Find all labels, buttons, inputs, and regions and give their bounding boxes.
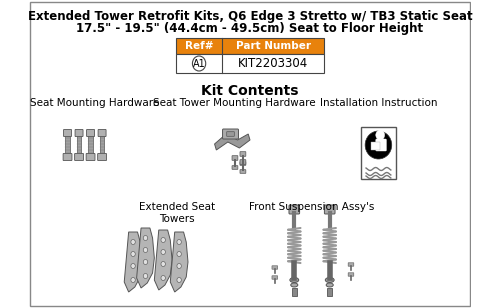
FancyBboxPatch shape	[232, 166, 238, 169]
FancyBboxPatch shape	[176, 54, 324, 73]
Text: Installation Instruction: Installation Instruction	[320, 98, 437, 108]
FancyBboxPatch shape	[348, 273, 354, 276]
Circle shape	[376, 130, 384, 140]
FancyBboxPatch shape	[272, 276, 278, 279]
FancyBboxPatch shape	[289, 205, 300, 214]
Circle shape	[131, 252, 136, 257]
Circle shape	[161, 261, 166, 266]
FancyBboxPatch shape	[75, 129, 83, 136]
Circle shape	[177, 252, 182, 257]
Circle shape	[192, 56, 205, 71]
FancyBboxPatch shape	[77, 136, 82, 154]
Circle shape	[144, 236, 148, 241]
FancyBboxPatch shape	[176, 38, 324, 54]
Circle shape	[177, 240, 182, 245]
Circle shape	[131, 264, 136, 269]
FancyBboxPatch shape	[222, 129, 238, 139]
FancyBboxPatch shape	[86, 129, 94, 136]
FancyBboxPatch shape	[98, 153, 106, 160]
Text: KIT2203304: KIT2203304	[238, 57, 308, 70]
FancyBboxPatch shape	[64, 129, 72, 136]
Ellipse shape	[365, 131, 392, 159]
Ellipse shape	[290, 283, 298, 287]
FancyBboxPatch shape	[240, 152, 246, 156]
Circle shape	[161, 237, 166, 242]
FancyBboxPatch shape	[240, 170, 246, 173]
Polygon shape	[170, 232, 188, 292]
FancyBboxPatch shape	[376, 139, 386, 151]
FancyBboxPatch shape	[327, 288, 332, 296]
Circle shape	[161, 275, 166, 281]
Text: 17.5" - 19.5" (44.4cm - 49.5cm) Seat to Floor Height: 17.5" - 19.5" (44.4cm - 49.5cm) Seat to …	[76, 22, 424, 35]
Ellipse shape	[326, 283, 334, 287]
Ellipse shape	[290, 278, 298, 282]
Text: Extended Seat
Towers: Extended Seat Towers	[140, 202, 216, 224]
FancyBboxPatch shape	[86, 153, 95, 160]
FancyBboxPatch shape	[272, 266, 278, 269]
Circle shape	[144, 274, 148, 278]
FancyBboxPatch shape	[63, 153, 72, 160]
FancyBboxPatch shape	[88, 136, 93, 154]
FancyBboxPatch shape	[240, 160, 246, 164]
FancyBboxPatch shape	[292, 288, 297, 296]
FancyBboxPatch shape	[348, 263, 354, 266]
Text: Kit Contents: Kit Contents	[201, 84, 299, 98]
Text: Ref#: Ref#	[185, 41, 214, 51]
FancyBboxPatch shape	[371, 142, 380, 150]
Circle shape	[144, 248, 148, 253]
Polygon shape	[124, 232, 142, 292]
FancyBboxPatch shape	[226, 132, 234, 136]
Ellipse shape	[326, 278, 334, 282]
Circle shape	[131, 278, 136, 282]
Text: Front Suspension Assy's: Front Suspension Assy's	[250, 202, 374, 212]
FancyBboxPatch shape	[240, 162, 246, 165]
Text: Extended Tower Retrofit Kits, Q6 Edge 3 Stretto w/ TB3 Static Seat: Extended Tower Retrofit Kits, Q6 Edge 3 …	[28, 10, 472, 23]
FancyBboxPatch shape	[360, 127, 396, 179]
Text: Part Number: Part Number	[236, 41, 310, 51]
Circle shape	[144, 260, 148, 265]
Circle shape	[177, 264, 182, 269]
FancyBboxPatch shape	[66, 136, 70, 154]
Circle shape	[131, 240, 136, 245]
Polygon shape	[154, 230, 172, 290]
Text: Seat Tower Mounting Hardware: Seat Tower Mounting Hardware	[152, 98, 316, 108]
FancyBboxPatch shape	[74, 153, 84, 160]
Text: Seat Mounting Hardware: Seat Mounting Hardware	[30, 98, 160, 108]
Polygon shape	[214, 134, 250, 150]
Text: A1: A1	[192, 59, 205, 68]
FancyBboxPatch shape	[100, 136, 104, 154]
FancyBboxPatch shape	[232, 156, 238, 160]
FancyBboxPatch shape	[98, 129, 106, 136]
FancyBboxPatch shape	[324, 205, 335, 214]
Circle shape	[161, 249, 166, 254]
Circle shape	[177, 278, 182, 282]
Polygon shape	[136, 228, 154, 288]
